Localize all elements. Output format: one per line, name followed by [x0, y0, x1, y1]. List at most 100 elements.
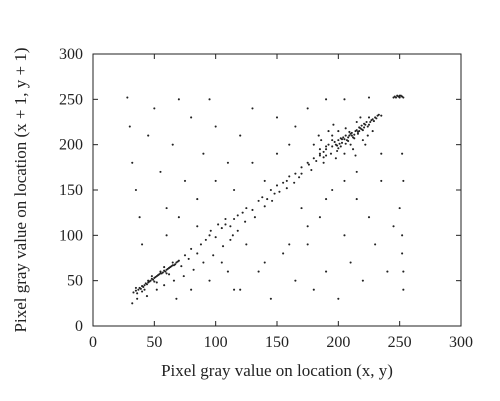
- scatter-point: [153, 107, 156, 110]
- scatter-point: [343, 138, 346, 141]
- scatter-point: [196, 252, 199, 255]
- scatter-point: [380, 114, 383, 117]
- scatter-point: [183, 254, 187, 257]
- scatter-point: [263, 205, 266, 208]
- scatter-point: [343, 234, 346, 237]
- scatter-point: [136, 297, 139, 300]
- scatter-point: [363, 122, 366, 125]
- scatter-point: [350, 134, 353, 137]
- scatter-point: [318, 148, 321, 151]
- scatter-point: [224, 217, 227, 221]
- scatter-point: [288, 175, 291, 178]
- x-axis-title: Pixel gray value on location (x, y): [161, 361, 393, 380]
- scatter-point: [138, 216, 141, 219]
- scatter-point: [348, 130, 351, 134]
- scatter-point: [325, 148, 328, 151]
- scatter-point: [364, 143, 367, 146]
- scatter-point: [204, 238, 207, 241]
- y-tick-label: 250: [59, 91, 83, 108]
- scatter-point: [401, 252, 404, 255]
- scatter-point: [360, 128, 363, 131]
- scatter-point: [386, 270, 389, 273]
- scatter-point: [170, 265, 173, 268]
- scatter-point: [214, 236, 217, 239]
- scatter-point: [310, 169, 313, 172]
- scatter-point: [288, 243, 291, 246]
- scatter-point: [214, 179, 217, 182]
- scatter-point: [233, 217, 236, 221]
- y-tick-label: 0: [75, 318, 83, 335]
- scatter-point: [366, 134, 369, 137]
- scatter-point: [372, 120, 375, 123]
- scatter-point: [331, 134, 334, 137]
- scatter-point: [131, 161, 134, 164]
- scatter-point: [306, 107, 309, 110]
- scatter-point: [155, 281, 158, 284]
- scatter-point: [226, 161, 229, 164]
- scatter-point: [171, 261, 174, 264]
- scatter-point: [359, 116, 362, 119]
- scatter-point: [244, 220, 247, 223]
- scatter-point: [217, 223, 220, 226]
- scatter-point: [318, 152, 321, 155]
- scatter-point: [202, 152, 205, 155]
- scatter-point: [300, 172, 303, 175]
- scatter-point: [380, 152, 383, 155]
- scatter-point: [266, 198, 269, 201]
- scatter-point: [251, 107, 254, 110]
- scatter-point: [236, 214, 239, 217]
- scatter-point: [340, 141, 344, 144]
- scatter-point: [199, 243, 202, 246]
- scatter-point: [145, 295, 149, 298]
- scatter-point: [180, 265, 183, 268]
- scatter-point: [329, 152, 333, 155]
- y-tick-label: 100: [59, 227, 83, 244]
- scatter-point: [355, 198, 358, 201]
- scatter-point: [298, 176, 301, 179]
- scatter-point: [159, 170, 162, 173]
- scatter-point: [337, 147, 340, 150]
- scatter-point: [325, 98, 328, 101]
- scatter-point: [236, 229, 239, 232]
- scatter-point: [327, 143, 330, 146]
- scatter-point: [271, 199, 274, 202]
- plot-frame: [92, 53, 462, 327]
- scatter-point: [153, 280, 156, 283]
- scatter-point: [375, 117, 378, 120]
- scatter-point: [343, 152, 346, 155]
- scatter-point: [263, 179, 266, 182]
- scatter-point: [164, 270, 167, 273]
- scatter-point: [377, 113, 380, 116]
- scatter-point: [365, 120, 368, 124]
- scatter-point: [177, 259, 180, 262]
- scatter-point: [282, 181, 285, 184]
- scatter-point: [168, 273, 171, 276]
- scatter-point: [380, 179, 383, 182]
- scatter-point: [137, 288, 140, 291]
- scatter-point: [183, 179, 187, 182]
- scatter-point: [353, 137, 356, 140]
- y-tick-label: 50: [67, 273, 83, 290]
- scatter-point: [350, 131, 353, 134]
- scatter-point: [367, 96, 371, 99]
- scatter-point: [253, 216, 256, 219]
- scatter-point: [136, 292, 139, 295]
- scatter-point: [349, 143, 352, 146]
- scatter-point: [320, 139, 323, 142]
- scatter-point: [190, 116, 193, 119]
- scatter-point: [358, 130, 361, 133]
- scatter-point: [294, 172, 297, 175]
- scatter-point: [371, 130, 374, 133]
- scatter-point: [337, 297, 340, 300]
- scatter-point: [300, 166, 303, 169]
- scatter-point: [172, 279, 176, 282]
- scatter-point: [152, 278, 155, 281]
- scatter-point: [245, 207, 248, 210]
- x-tick-label: 250: [388, 334, 412, 351]
- scatter-point: [358, 126, 361, 129]
- scatter-point: [322, 161, 325, 164]
- scatter-point: [354, 154, 357, 157]
- y-tick-label: 300: [59, 46, 83, 63]
- scatter-point: [285, 187, 288, 190]
- x-tick-label: 150: [265, 334, 289, 351]
